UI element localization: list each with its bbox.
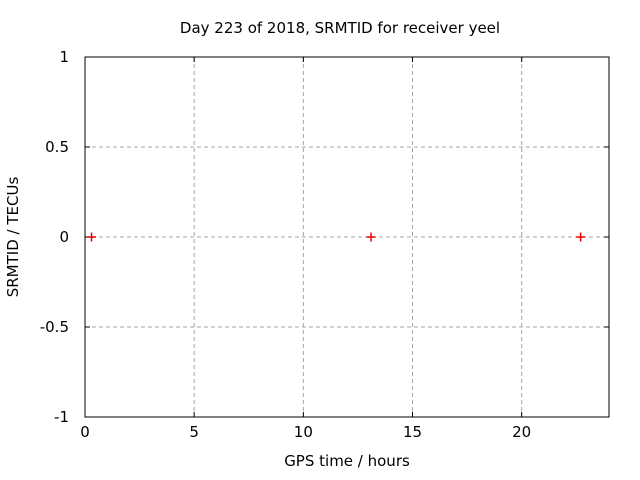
x-tick-label: 20 xyxy=(512,423,531,441)
chart-title: Day 223 of 2018, SRMTID for receiver yee… xyxy=(179,19,501,37)
gridlines xyxy=(85,57,609,417)
y-tick-label: 0 xyxy=(59,228,69,246)
x-tick-label: 15 xyxy=(403,423,422,441)
y-tick-label: -0.5 xyxy=(40,318,69,336)
data-point-marker xyxy=(366,232,376,242)
x-tick-label: 0 xyxy=(80,423,90,441)
data-point-marker xyxy=(87,232,97,242)
y-tick-label: 1 xyxy=(59,48,69,66)
x-axis-label: GPS time / hours xyxy=(284,452,410,470)
x-tick-label: 5 xyxy=(189,423,199,441)
tick-labels: 0 5 10 15 20 -1 -0.5 0 0.5 1 xyxy=(40,48,531,441)
y-tick-label: -1 xyxy=(54,408,69,426)
axis-ticks xyxy=(84,56,609,418)
data-series-SRMTID xyxy=(87,232,586,242)
data-point-marker xyxy=(576,232,586,242)
y-tick-label: 0.5 xyxy=(45,138,69,156)
x-tick-label: 10 xyxy=(294,423,313,441)
